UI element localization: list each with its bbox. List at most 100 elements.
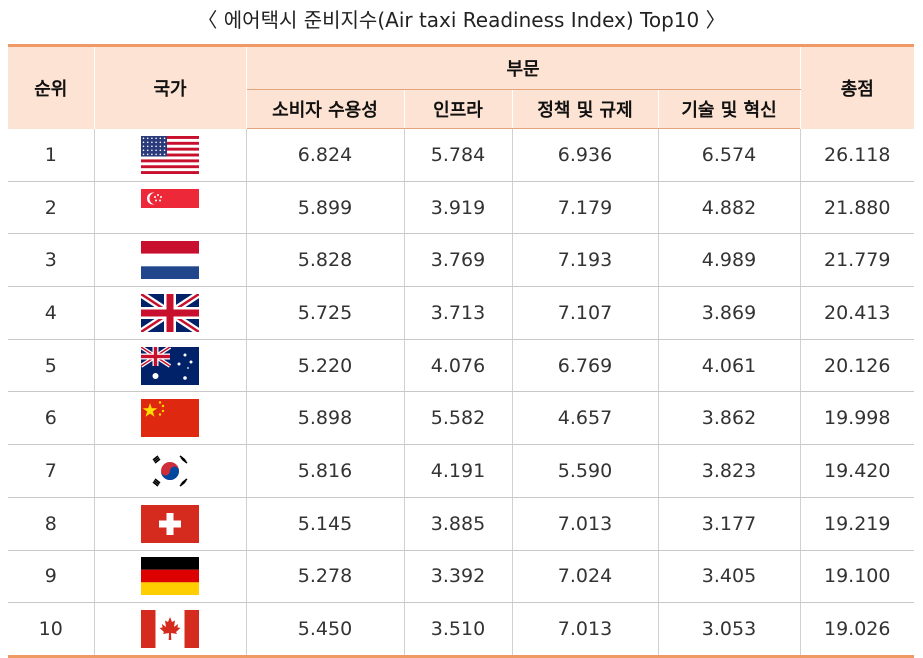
table-row: 10 5.450 3.510 7.013 3.053 19.026 [8, 602, 914, 658]
canada-flag-icon [141, 610, 199, 649]
country-cell [93, 444, 247, 498]
header-rank: 순위 [8, 44, 95, 129]
consumer-acceptance-cell: 5.898 [245, 391, 405, 446]
rank-cell: 5 [8, 339, 95, 393]
country-cell [93, 339, 247, 393]
header-sector: 부문 [245, 44, 801, 90]
policy-regulation-cell: 6.936 [511, 128, 659, 182]
infrastructure-cell: 4.191 [403, 444, 513, 498]
consumer-acceptance-cell: 5.828 [245, 233, 405, 288]
tech-innovation-cell: 6.574 [657, 128, 801, 182]
tech-innovation-cell: 4.061 [657, 339, 801, 393]
rank-cell: 6 [8, 391, 95, 446]
rank-cell: 10 [8, 602, 95, 658]
policy-regulation-cell: 7.107 [511, 286, 659, 340]
table-body: 1 6.824 5.784 6.936 6.574 26.118 2 5.899 3.919 7.… [8, 128, 914, 658]
switzerland-flag-icon [141, 504, 199, 543]
tech-innovation-cell: 3.869 [657, 286, 801, 340]
consumer-acceptance-cell: 5.816 [245, 444, 405, 498]
policy-regulation-cell: 7.179 [511, 181, 659, 235]
table-row: 8 5.145 3.885 7.013 3.177 19.219 [8, 497, 914, 551]
infrastructure-cell: 3.919 [403, 181, 513, 235]
consumer-acceptance-cell: 6.824 [245, 128, 405, 182]
country-cell [93, 181, 247, 235]
tech-innovation-cell: 3.177 [657, 497, 801, 551]
header-infrastructure: 인프라 [403, 89, 513, 129]
infrastructure-cell: 5.582 [403, 391, 513, 446]
australia-flag-icon [141, 346, 199, 385]
table-row: 9 5.278 3.392 7.024 3.405 19.100 [8, 550, 914, 604]
rank-cell: 1 [8, 128, 95, 182]
header-consumer-acceptance: 소비자 수용성 [246, 89, 405, 129]
country-cell [93, 286, 247, 340]
infrastructure-cell: 3.885 [403, 497, 513, 551]
total-score-cell: 19.420 [799, 444, 914, 498]
table-row: 3 5.828 3.769 7.193 4.989 21.779 [8, 233, 914, 288]
rank-cell: 8 [8, 497, 95, 551]
consumer-acceptance-cell: 5.145 [245, 497, 405, 551]
total-score-cell: 21.880 [799, 181, 914, 235]
tech-innovation-cell: 4.989 [657, 233, 801, 288]
consumer-acceptance-cell: 5.899 [245, 181, 405, 235]
table-row: 1 6.824 5.784 6.936 6.574 26.118 [8, 128, 914, 182]
table-caption: 〈 에어택시 준비지수(Air taxi Readiness Index) To… [197, 8, 726, 32]
consumer-acceptance-cell: 5.450 [245, 602, 405, 658]
rank-cell: 9 [8, 550, 95, 604]
netherlands-flag-icon [141, 241, 199, 280]
total-score-cell: 19.998 [799, 391, 914, 446]
rank-cell: 3 [8, 233, 95, 288]
tech-innovation-cell: 3.823 [657, 444, 801, 498]
table-row: 4 5.725 3.713 7.107 3.869 20.413 [8, 286, 914, 340]
policy-regulation-cell: 7.193 [511, 233, 659, 288]
tech-innovation-cell: 3.053 [657, 602, 801, 658]
infrastructure-cell: 5.784 [403, 128, 513, 182]
country-cell [93, 550, 247, 604]
tech-innovation-cell: 3.405 [657, 550, 801, 604]
policy-regulation-cell: 5.590 [511, 444, 659, 498]
total-score-cell: 19.219 [799, 497, 914, 551]
country-cell [93, 497, 247, 551]
table-row: 5 5.220 4.076 6.769 4.061 20.126 [8, 339, 914, 393]
infrastructure-cell: 3.392 [403, 550, 513, 604]
policy-regulation-cell: 7.013 [511, 497, 659, 551]
policy-regulation-cell: 7.024 [511, 550, 659, 604]
table-row: 7 5.816 4.191 5.590 3.823 19.420 [8, 444, 914, 498]
rank-cell: 2 [8, 181, 95, 235]
rank-cell: 4 [8, 286, 95, 340]
singapore-flag-icon [141, 188, 199, 227]
total-score-cell: 19.026 [799, 602, 914, 658]
total-score-cell: 26.118 [799, 128, 914, 182]
air-taxi-readiness-table: 순위 국가 부문 총점 소비자 수용성 인프라 정책 및 규제 기술 및 혁신 … [8, 44, 914, 658]
country-cell [93, 233, 247, 288]
usa-flag-icon [141, 135, 199, 174]
china-flag-icon [141, 399, 199, 438]
total-score-cell: 21.779 [799, 233, 914, 288]
korea-flag-icon [141, 451, 199, 490]
table-row: 6 5.898 5.582 4.657 3.862 19.998 [8, 391, 914, 446]
policy-regulation-cell: 7.013 [511, 602, 659, 658]
total-score-cell: 20.126 [799, 339, 914, 393]
consumer-acceptance-cell: 5.725 [245, 286, 405, 340]
table-row: 2 5.899 3.919 7.179 4.882 21.880 [8, 181, 914, 235]
infrastructure-cell: 3.769 [403, 233, 513, 288]
country-cell [93, 391, 247, 446]
header-total: 총점 [799, 44, 914, 129]
header-country: 국가 [93, 44, 247, 129]
total-score-cell: 19.100 [799, 550, 914, 604]
infrastructure-cell: 3.510 [403, 602, 513, 658]
country-cell [93, 602, 247, 658]
policy-regulation-cell: 4.657 [511, 391, 659, 446]
rank-cell: 7 [8, 444, 95, 498]
infrastructure-cell: 4.076 [403, 339, 513, 393]
germany-flag-icon [141, 557, 199, 596]
tech-innovation-cell: 4.882 [657, 181, 801, 235]
header-tech-innovation: 기술 및 혁신 [657, 89, 800, 129]
total-score-cell: 20.413 [799, 286, 914, 340]
policy-regulation-cell: 6.769 [511, 339, 659, 393]
consumer-acceptance-cell: 5.220 [245, 339, 405, 393]
infrastructure-cell: 3.713 [403, 286, 513, 340]
country-cell [93, 128, 247, 182]
tech-innovation-cell: 3.862 [657, 391, 801, 446]
consumer-acceptance-cell: 5.278 [245, 550, 405, 604]
header-policy-regulation: 정책 및 규제 [511, 89, 659, 129]
